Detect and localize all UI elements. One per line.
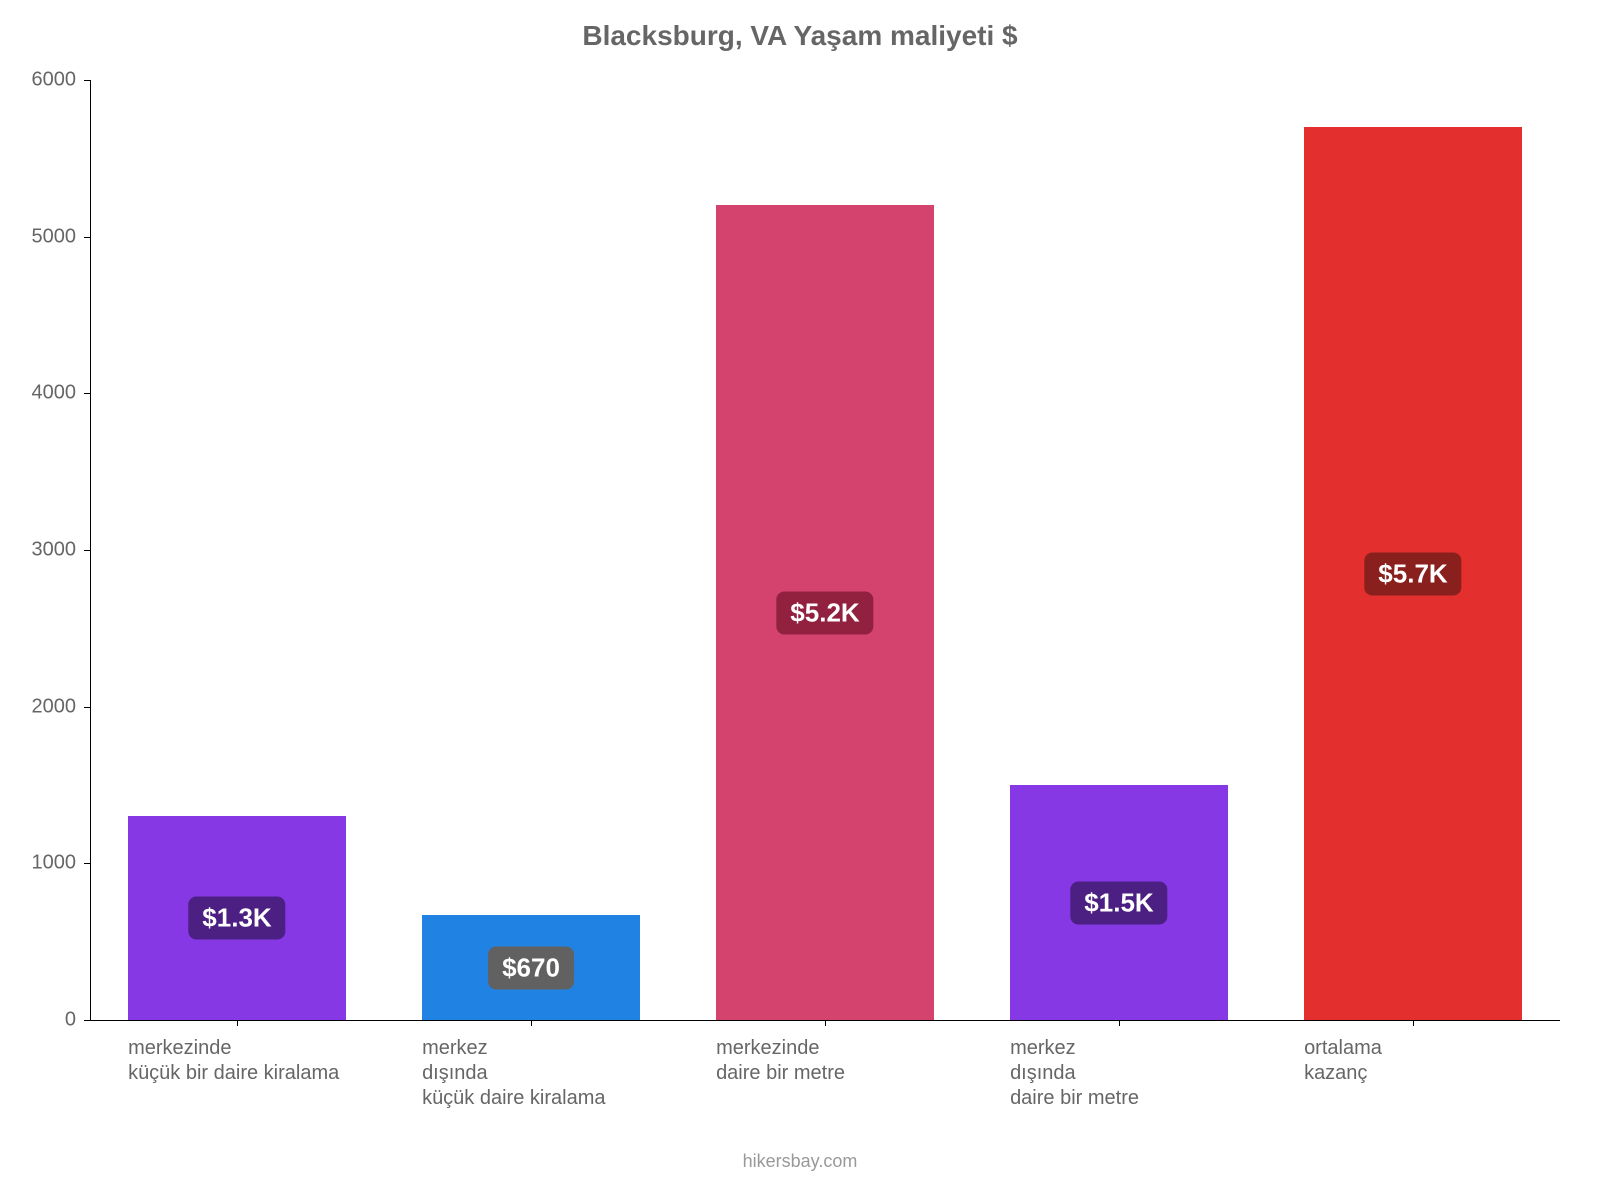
y-tick — [84, 550, 90, 551]
x-tick-label: merkezinde küçük bir daire kiralama — [128, 1036, 407, 1086]
bar-value-badge: $670 — [488, 946, 574, 989]
x-tick — [1413, 1020, 1414, 1026]
chart-container: Blacksburg, VA Yaşam maliyeti $ 01000200… — [0, 0, 1600, 1200]
bar-value-badge: $1.3K — [188, 897, 285, 940]
y-tick-label: 6000 — [0, 69, 76, 92]
y-tick-label: 1000 — [0, 852, 76, 875]
x-tick — [531, 1020, 532, 1026]
x-tick — [825, 1020, 826, 1026]
x-tick-label: merkez dışında daire bir metre — [1010, 1036, 1289, 1111]
chart-title: Blacksburg, VA Yaşam maliyeti $ — [0, 20, 1600, 52]
x-tick-label: ortalama kazanç — [1304, 1036, 1583, 1086]
y-tick — [84, 393, 90, 394]
y-tick-label: 4000 — [0, 382, 76, 405]
x-tick-label: merkezinde daire bir metre — [716, 1036, 995, 1086]
plot-area: 0100020003000400050006000$1.3Kmerkezinde… — [90, 80, 1560, 1020]
y-axis-line — [90, 80, 91, 1020]
y-tick — [84, 80, 90, 81]
y-tick-label: 5000 — [0, 225, 76, 248]
y-tick — [84, 707, 90, 708]
bar-value-badge: $1.5K — [1070, 881, 1167, 924]
y-tick — [84, 1020, 90, 1021]
y-tick-label: 0 — [0, 1009, 76, 1032]
y-tick-label: 3000 — [0, 539, 76, 562]
y-tick — [84, 863, 90, 864]
y-tick-label: 2000 — [0, 695, 76, 718]
x-tick — [237, 1020, 238, 1026]
bar-value-badge: $5.2K — [776, 591, 873, 634]
bar-value-badge: $5.7K — [1364, 552, 1461, 595]
credit-text: hikersbay.com — [0, 1151, 1600, 1172]
y-tick — [84, 237, 90, 238]
x-tick — [1119, 1020, 1120, 1026]
x-tick-label: merkez dışında küçük daire kiralama — [422, 1036, 701, 1111]
